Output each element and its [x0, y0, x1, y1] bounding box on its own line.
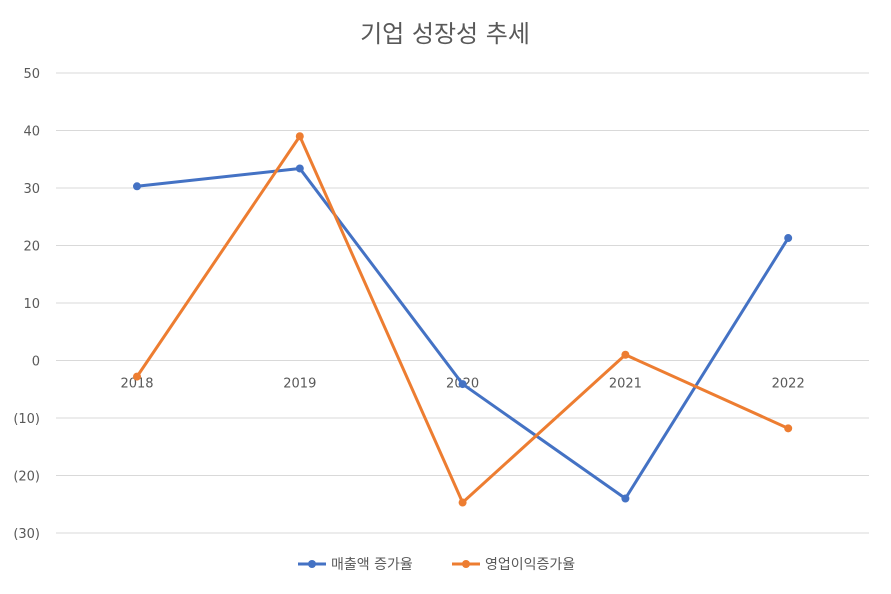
- legend-item: 영업이익증가율: [452, 557, 575, 573]
- data-point: [133, 372, 141, 381]
- chart-title: 기업 성장성 추세: [360, 20, 530, 48]
- y-tick-label: 0: [32, 355, 40, 370]
- data-point: [295, 164, 304, 173]
- legend-swatch-marker: [308, 560, 316, 568]
- y-axis-tick-labels: 50 40 30 20 10 0 (10) (20) (30): [13, 67, 40, 542]
- series-line: [135, 166, 790, 500]
- gridlines: [56, 72, 869, 534]
- series-lines: [133, 132, 793, 507]
- data-point: [784, 424, 793, 433]
- y-tick-label: (10): [13, 412, 40, 427]
- series-line: [135, 134, 790, 505]
- data-point: [458, 380, 467, 389]
- y-tick-label: 40: [23, 125, 40, 140]
- y-tick-label: 30: [23, 182, 40, 197]
- x-tick-label: 2019: [283, 377, 316, 392]
- y-tick-label: 10: [23, 297, 40, 312]
- legend: 매출액 증가율 영업이익증가율: [298, 557, 575, 573]
- data-point: [784, 234, 793, 243]
- data-point: [295, 132, 304, 141]
- legend-label: 매출액 증가율: [331, 557, 413, 573]
- x-tick-label: 2022: [772, 377, 805, 392]
- data-point: [621, 494, 630, 503]
- x-tick-label: 2018: [120, 377, 153, 392]
- data-point: [133, 182, 141, 191]
- legend-label: 영업이익증가율: [485, 557, 575, 573]
- legend-item: 매출액 증가율: [298, 557, 413, 573]
- y-tick-label: (20): [13, 470, 40, 485]
- data-point: [621, 350, 630, 359]
- legend-swatch-marker: [462, 560, 470, 568]
- data-point: [458, 498, 467, 507]
- y-tick-label: 20: [23, 240, 40, 255]
- series-2: [133, 132, 793, 507]
- x-tick-label: 2021: [609, 377, 642, 392]
- y-tick-label: (30): [13, 527, 40, 542]
- y-tick-label: 50: [23, 67, 40, 82]
- series-1: [133, 164, 793, 503]
